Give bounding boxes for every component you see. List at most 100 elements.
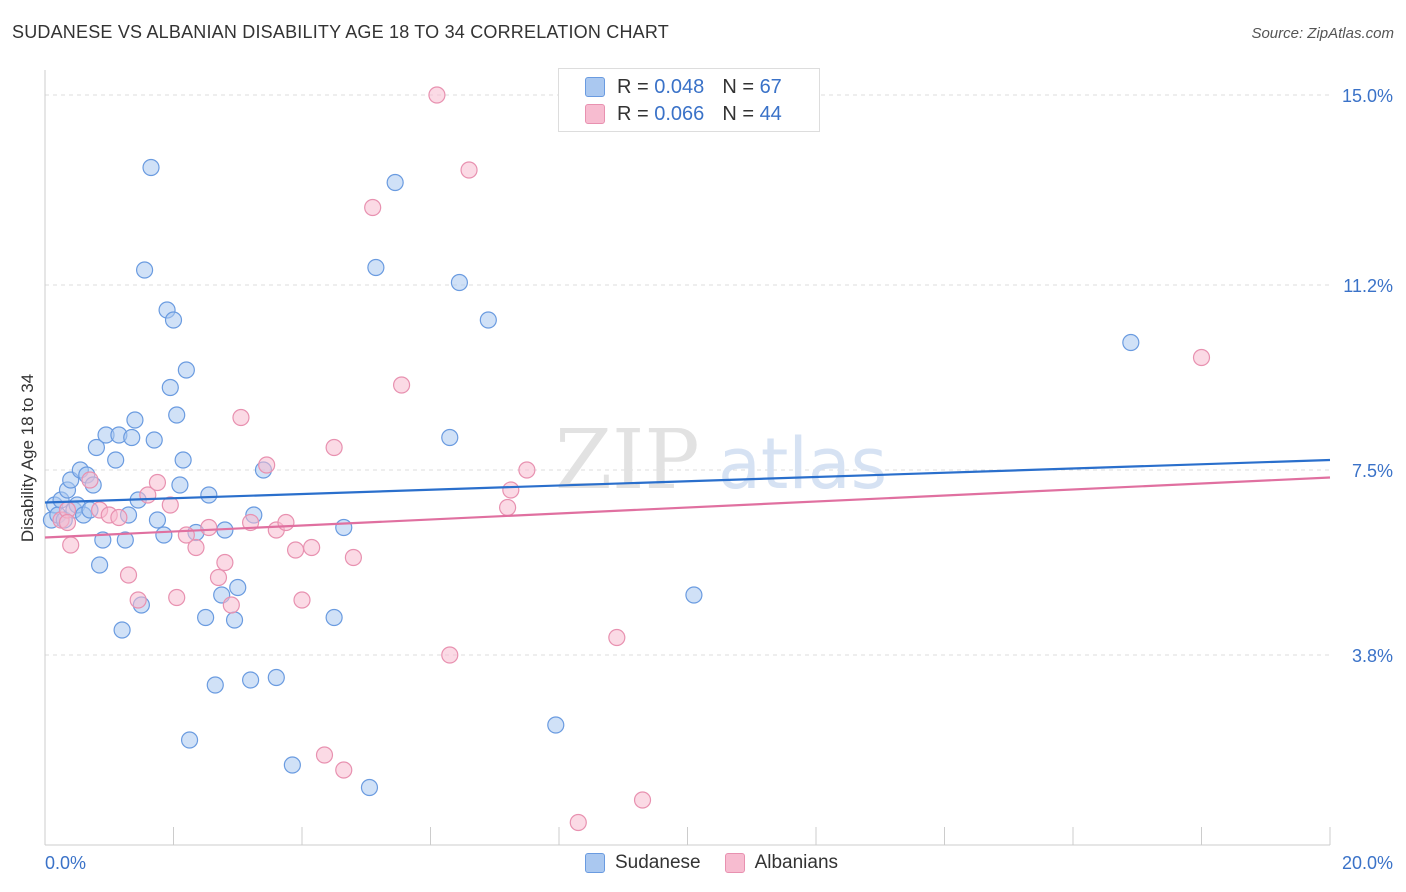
- y-tick-label: 3.8%: [1352, 646, 1393, 666]
- albanian-point: [232, 408, 250, 427]
- legend-r-value: 0.048: [654, 75, 705, 98]
- albanian-point: [335, 761, 353, 779]
- sudanese-point: [267, 668, 285, 687]
- y-axis-label: Disability Age 18 to 34: [18, 374, 37, 542]
- legend-label-sudanese: Sudanese: [615, 852, 701, 873]
- sudanese-point: [479, 311, 497, 329]
- legend-r-value: 0.066: [654, 102, 705, 125]
- watermark-atlas: atlas: [718, 423, 887, 505]
- sudanese-point: [142, 158, 160, 177]
- sudanese-point: [107, 451, 125, 469]
- albanian-point: [110, 508, 128, 527]
- albanian-point: [222, 596, 240, 614]
- sudanese-point: [180, 731, 199, 749]
- albanian-point: [502, 481, 520, 499]
- albanian-point: [209, 568, 228, 587]
- y-tick-label: 15.0%: [1342, 86, 1393, 106]
- sudanese-point: [126, 411, 144, 429]
- sudanese-point: [164, 311, 183, 329]
- albanian-point: [392, 376, 411, 394]
- legend-item-albanians: Albanians: [724, 852, 839, 874]
- series-legend: Sudanese Albanians: [585, 852, 862, 874]
- albanian-point: [499, 498, 517, 517]
- albanian-point: [129, 591, 147, 609]
- albanian-point: [81, 471, 99, 489]
- y-tick-label: 7.5%: [1352, 461, 1393, 481]
- albanian-point: [277, 513, 295, 532]
- albanian-point: [216, 553, 234, 572]
- albanian-point: [608, 628, 626, 647]
- x-tick-label: 20.0%: [1342, 853, 1393, 873]
- sudanese-point: [177, 361, 195, 379]
- legend-n-label: N =: [722, 75, 760, 98]
- albanian-point: [258, 456, 276, 474]
- sudanese-point: [174, 451, 192, 469]
- sudanese-point: [161, 378, 179, 397]
- sudanese-point: [242, 671, 260, 689]
- albanian-trendline: [44, 476, 1331, 539]
- albanian-point: [286, 541, 305, 559]
- x-tick-label: 0.0%: [45, 853, 86, 873]
- legend-label-albanians: Albanians: [754, 852, 839, 873]
- sudanese-point: [325, 608, 343, 627]
- albanian-point: [161, 496, 179, 514]
- albanian-point: [200, 518, 218, 537]
- albanian-point: [168, 588, 186, 607]
- albanian-point: [148, 473, 167, 492]
- sudanese-point: [441, 428, 459, 447]
- sudanese-point: [91, 556, 109, 574]
- sudanese-point: [171, 476, 189, 494]
- legend-r-label: R =: [617, 75, 655, 98]
- albanian-point: [187, 538, 205, 557]
- stats-legend: R = 0.048 N = 67 R = 0.066 N = 44: [558, 68, 820, 132]
- sudanese-point: [335, 518, 353, 537]
- legend-item-sudanese: Sudanese: [585, 852, 701, 874]
- sudanese-point: [685, 586, 703, 604]
- legend-r-label: R =: [617, 102, 655, 125]
- y-tick-label: 11.2%: [1343, 276, 1393, 296]
- albanian-point: [441, 646, 459, 664]
- sudanese-point: [229, 578, 247, 597]
- albanian-point: [569, 813, 587, 832]
- albanian-point: [293, 591, 311, 609]
- albanian-swatch: [724, 853, 745, 873]
- sudanese-point: [206, 676, 224, 694]
- legend-row-sudanese: R = 0.048 N = 67: [585, 75, 782, 99]
- sudanese-point: [116, 531, 134, 549]
- albanian-point: [633, 791, 652, 809]
- sudanese-point: [148, 511, 167, 529]
- sudanese-point: [1122, 333, 1140, 352]
- albanian-point: [460, 161, 478, 179]
- sudanese-point: [386, 173, 404, 192]
- albanian-point: [303, 538, 321, 557]
- albanian-point: [518, 461, 536, 479]
- albanian-point: [58, 513, 77, 532]
- legend-n-value: 67: [759, 75, 782, 98]
- albanian-point: [119, 566, 138, 584]
- albanian-point: [364, 198, 382, 217]
- sudanese-swatch: [585, 77, 605, 97]
- sudanese-point: [168, 406, 186, 424]
- sudanese-point: [360, 778, 379, 797]
- sudanese-point: [200, 486, 218, 504]
- albanian-point: [242, 513, 260, 532]
- sudanese-point: [135, 261, 154, 279]
- chart-title: SUDANESE VS ALBANIAN DISABILITY AGE 18 T…: [12, 22, 669, 42]
- sudanese-swatch: [585, 853, 605, 873]
- sudanese-point: [87, 438, 106, 457]
- sudanese-point: [123, 428, 141, 447]
- legend-n-label: N =: [722, 102, 760, 125]
- albanian-point: [344, 548, 362, 567]
- sudanese-point: [145, 431, 163, 449]
- sudanese-point: [197, 608, 215, 627]
- albanian-point: [1192, 348, 1211, 367]
- albanian-point: [325, 438, 343, 457]
- albanian-swatch: [585, 104, 605, 124]
- sudanese-point: [450, 273, 469, 292]
- watermark-zip: ZIP: [555, 413, 700, 508]
- sudanese-point: [547, 716, 565, 734]
- legend-row-albanians: R = 0.066 N = 44: [585, 102, 782, 126]
- sudanese-point: [155, 526, 173, 544]
- albanian-point: [62, 536, 80, 554]
